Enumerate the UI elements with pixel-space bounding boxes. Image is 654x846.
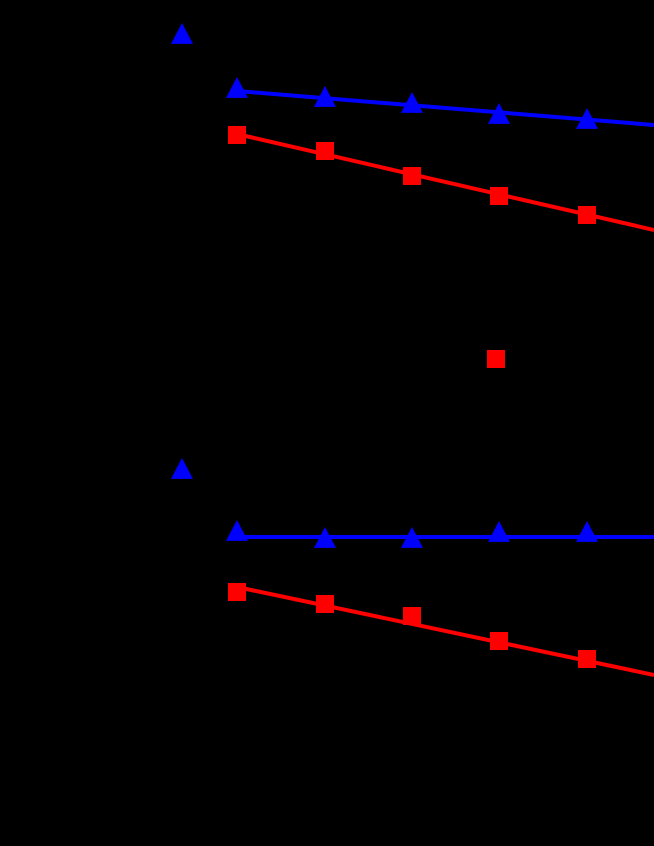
square-marker-icon [578,206,596,224]
legend-square-icon [487,350,505,368]
triangle-marker-icon [488,103,510,124]
triangle-marker-icon [226,520,248,541]
triangle-marker-icon [226,77,248,98]
square-marker-icon [316,142,334,160]
triangle-marker-icon [488,521,510,542]
square-marker-icon [316,595,334,613]
triangle-marker-icon [314,86,336,107]
square-marker-icon [490,187,508,205]
bottom-panel [171,458,654,677]
top-panel [171,23,654,368]
legend-triangle-icon [171,458,193,479]
square-marker-icon [490,632,508,650]
square-marker-icon [403,167,421,185]
triangle-marker-icon [401,527,423,548]
square-marker-icon [403,607,421,625]
square-marker-icon [228,583,246,601]
triangle-marker-icon [576,521,598,542]
triangle-marker-icon [576,108,598,129]
square-marker-icon [228,126,246,144]
triangle-marker-icon [401,92,423,113]
triangle-marker-icon [314,527,336,548]
legend-triangle-icon [171,23,193,44]
square-marker-icon [578,650,596,668]
